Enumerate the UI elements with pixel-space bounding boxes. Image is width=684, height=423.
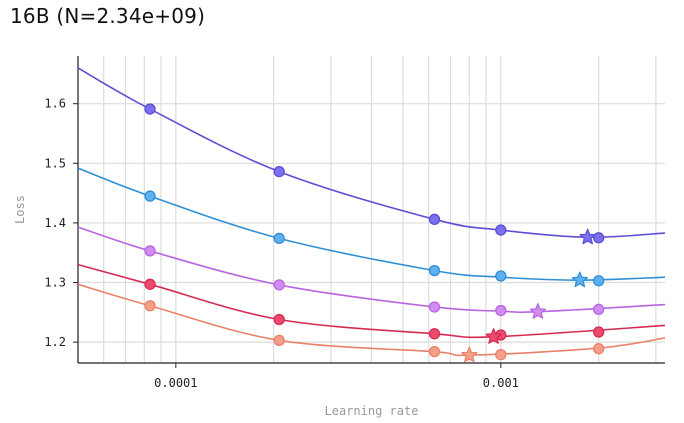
chart-title: 16B (N=2.34e+09) [10, 4, 206, 28]
series-1-point [593, 275, 605, 287]
x-tick-label: 0.001 [483, 376, 519, 390]
series-2-point [495, 304, 507, 317]
series-3-optimum-star [485, 328, 502, 344]
series-0-point [144, 103, 156, 115]
series-0-optimum-star [579, 228, 596, 245]
series-2-point [428, 301, 441, 313]
series-0-point [273, 165, 285, 178]
series-3-point [428, 328, 441, 340]
series-2-optimum-star [529, 303, 547, 319]
series-4-point [273, 334, 285, 346]
series-1-point [428, 264, 441, 277]
y-tick-label: 1.5 [44, 156, 66, 170]
series-3-point [593, 326, 605, 338]
y-tick-label: 1.3 [44, 276, 66, 290]
series-2-point [593, 303, 605, 315]
series-0-point [495, 224, 507, 236]
series-0-point [593, 232, 605, 244]
x-tick-label: 0.0001 [154, 376, 197, 390]
series-1-point [495, 270, 507, 282]
y-tick-label: 1.6 [44, 97, 66, 111]
x-axis-label: Learning rate [325, 404, 419, 418]
y-axis-label: Loss [13, 195, 27, 224]
series-3-point [273, 313, 285, 326]
y-tick-label: 1.4 [44, 216, 66, 230]
series-0-point [428, 213, 441, 225]
series-4-point [428, 346, 441, 358]
series-4-point [593, 343, 605, 355]
series-1-optimum-star [571, 271, 589, 288]
series-1-point [273, 232, 285, 245]
series-3-point [144, 278, 156, 290]
series-1-point [144, 190, 156, 202]
y-tick-label: 1.2 [44, 335, 66, 349]
series-2-point [273, 279, 285, 291]
series-2-point [144, 245, 156, 257]
series-4-optimum-star [461, 346, 478, 363]
series-4-point [144, 300, 156, 312]
series-4-point [495, 349, 507, 361]
